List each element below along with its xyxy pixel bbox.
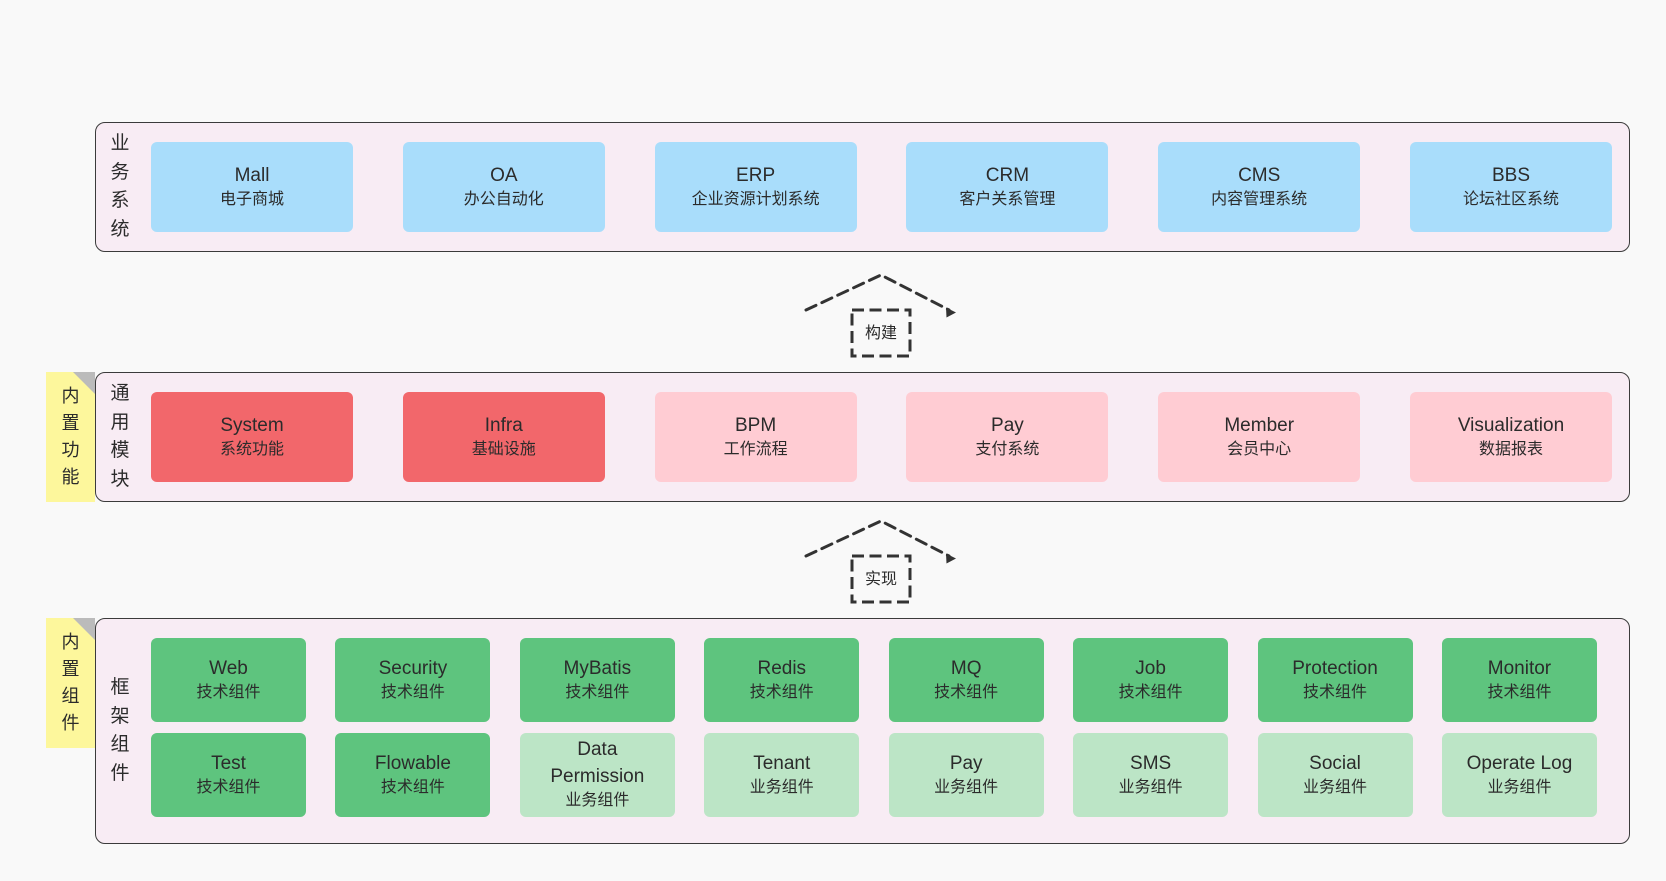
- svg-text:实现: 实现: [865, 570, 897, 588]
- svg-text:构建: 构建: [865, 324, 897, 342]
